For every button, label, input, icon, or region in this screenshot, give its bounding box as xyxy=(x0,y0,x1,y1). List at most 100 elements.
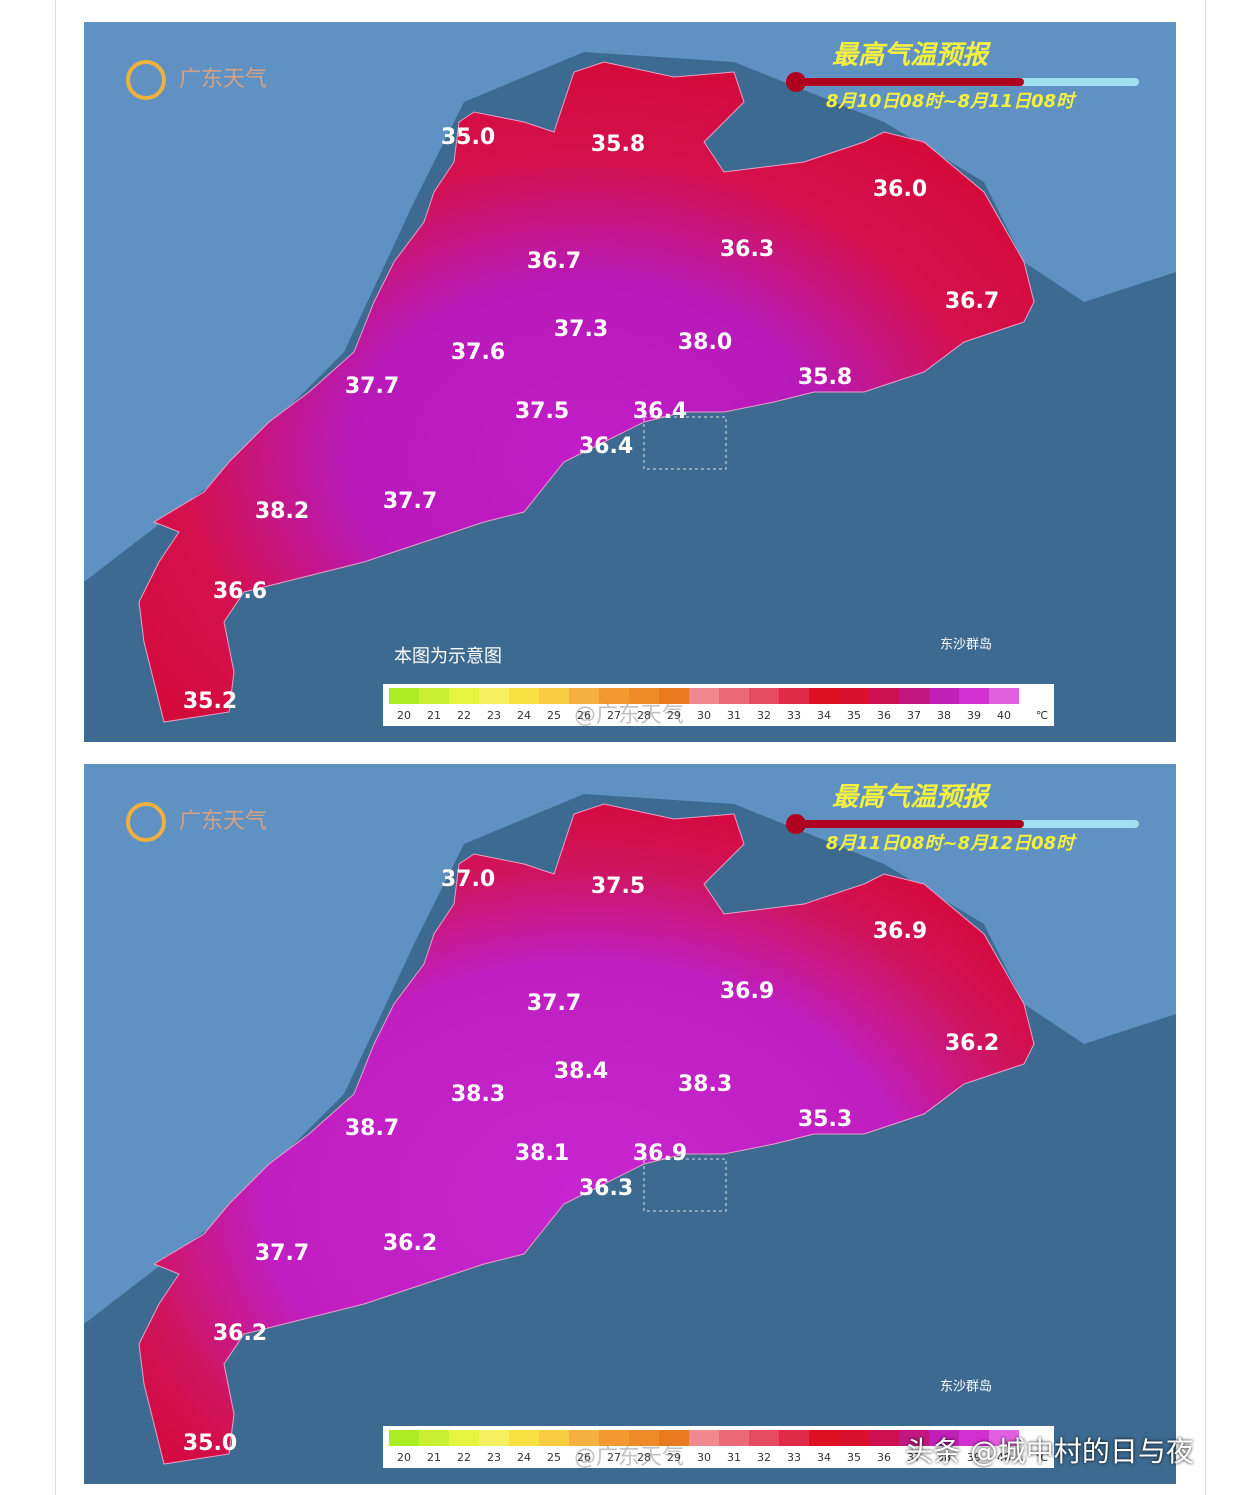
temp-label: 36.4 xyxy=(579,434,633,459)
legend-swatch xyxy=(509,688,539,704)
legend-swatch xyxy=(599,1430,629,1446)
temp-label: 38.1 xyxy=(515,1141,569,1166)
island: 东沙群岛 xyxy=(940,1379,992,1395)
thermo-fill xyxy=(794,78,1024,86)
footer-watermark: 头条 @城中村的日与夜 xyxy=(905,1435,1194,1468)
guangdong xyxy=(138,803,1035,1465)
temp-label: 38.2 xyxy=(255,499,309,524)
legend-swatch xyxy=(899,688,929,704)
temp-label: 36.9 xyxy=(720,979,774,1004)
legend-swatch xyxy=(689,688,719,704)
logo xyxy=(126,802,166,842)
logo xyxy=(126,60,166,100)
legend-tick: 21 xyxy=(427,1451,441,1464)
legend-swatch xyxy=(449,688,479,704)
thermo-fill xyxy=(794,820,1024,828)
temp-label: 36.3 xyxy=(720,237,774,262)
legend-swatch xyxy=(509,1430,539,1446)
legend-tick: 32 xyxy=(757,709,771,722)
legend-tick: 21 xyxy=(427,709,441,722)
temp-label: 36.6 xyxy=(213,579,267,604)
temp-label: 36.2 xyxy=(383,1231,437,1256)
legend-tick: 37 xyxy=(907,709,921,722)
legend-tick: 31 xyxy=(727,1451,741,1464)
temp-label: 36.2 xyxy=(945,1031,999,1056)
legend-tick: 33 xyxy=(787,1451,801,1464)
legend-swatch xyxy=(659,688,689,704)
temp-label: 38.3 xyxy=(451,1082,505,1107)
legend-tick: 35 xyxy=(847,709,861,722)
legend-swatch xyxy=(539,1430,569,1446)
temp-label: 37.7 xyxy=(527,991,581,1016)
watermark: @广东天气 xyxy=(574,703,684,728)
legend-swatch xyxy=(749,688,779,704)
temp-label: 35.0 xyxy=(441,125,495,150)
mainland xyxy=(84,22,1176,582)
map-panel: 广东天气 最高气温预报 8月10日08时~8月11日08时 35.0 35.8 36.0 3… xyxy=(84,22,1176,742)
temp-label: 36.7 xyxy=(945,289,999,314)
note: 本图为示意图 xyxy=(394,646,502,667)
island: 东沙群岛 xyxy=(940,637,992,653)
temp-label: 37.5 xyxy=(515,399,569,424)
rail xyxy=(55,0,56,1495)
legend-tick: 28 xyxy=(637,709,651,722)
temp-label: 37.5 xyxy=(591,874,645,899)
legend-swatch xyxy=(899,1430,929,1446)
title: 最高气温预报 xyxy=(832,41,992,71)
temp-label: 36.9 xyxy=(873,919,927,944)
temp-label: 36.4 xyxy=(633,399,687,424)
legend-tick: 26 xyxy=(577,709,591,722)
legend-swatch xyxy=(449,1430,479,1446)
legend-tick: 31 xyxy=(727,709,741,722)
legend-tick: 35 xyxy=(847,1451,861,1464)
watermark: @广东天气 xyxy=(574,1445,684,1470)
legend-tick: 24 xyxy=(517,1451,531,1464)
legend-tick: 29 xyxy=(667,1451,681,1464)
legend-tick: 26 xyxy=(577,1451,591,1464)
temp-label: 36.0 xyxy=(873,177,927,202)
legend-swatch xyxy=(839,1430,869,1446)
legend-tick: 28 xyxy=(637,1451,651,1464)
legend-swatch xyxy=(749,1430,779,1446)
temp-label: 36.2 xyxy=(213,1321,267,1346)
legend-tick: 38 xyxy=(937,709,951,722)
legend-swatch xyxy=(569,688,599,704)
legend-tick: 23 xyxy=(487,1451,501,1464)
period: 8月10日08时~8月11日08时 xyxy=(826,91,1077,112)
legend-tick: 39 xyxy=(967,709,981,722)
legend-tick: 30 xyxy=(697,1451,711,1464)
legend-tick: 22 xyxy=(457,709,471,722)
legend-tick: 25 xyxy=(547,1451,561,1464)
legend-unit: ℃ xyxy=(1036,1451,1048,1464)
hk-box xyxy=(643,416,727,470)
legend-swatch xyxy=(539,688,569,704)
legend-swatch xyxy=(389,688,419,704)
temp-label: 38.3 xyxy=(678,1072,732,1097)
legend-swatch xyxy=(809,688,839,704)
legend-swatch xyxy=(419,688,449,704)
temp-label: 37.0 xyxy=(441,867,495,892)
temp-label: 35.0 xyxy=(183,1431,237,1456)
thermo-bulb xyxy=(786,814,806,834)
legend-swatch xyxy=(959,688,989,704)
legend-swatch xyxy=(419,1430,449,1446)
rail xyxy=(1205,0,1206,1495)
legend-tick: 33 xyxy=(787,709,801,722)
period: 8月11日08时~8月12日08时 xyxy=(826,833,1077,854)
legend-tick: 22 xyxy=(457,1451,471,1464)
temp-label: 37.3 xyxy=(554,317,608,342)
legend-tick: 32 xyxy=(757,1451,771,1464)
legend-tick: 37 xyxy=(907,1451,921,1464)
legend-swatch xyxy=(779,688,809,704)
legend-swatch xyxy=(479,1430,509,1446)
temp-label: 37.7 xyxy=(255,1241,309,1266)
legend-swatch xyxy=(479,688,509,704)
legend-tick: 36 xyxy=(877,709,891,722)
temp-label: 35.3 xyxy=(798,1107,852,1132)
legend-swatch xyxy=(569,1430,599,1446)
legend-swatch xyxy=(869,1430,899,1446)
mainland xyxy=(84,764,1176,1324)
thermo-bulb xyxy=(786,72,806,92)
legend-tick: 24 xyxy=(517,709,531,722)
